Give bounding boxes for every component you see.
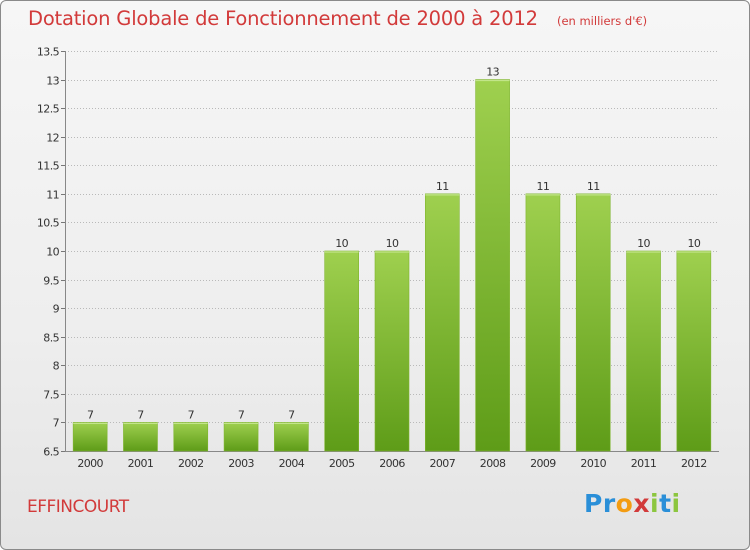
chart-title: Dotation Globale de Fonctionnement de 20… xyxy=(28,7,538,30)
logo-letter: i xyxy=(671,489,681,518)
x-tick-label: 2010 xyxy=(580,457,606,470)
x-tick-label: 2008 xyxy=(480,457,506,470)
bar-value-label: 10 xyxy=(386,237,399,250)
y-tick-label: 7 xyxy=(53,417,60,430)
y-tick-label: 9 xyxy=(53,303,60,316)
bar-2011[interactable] xyxy=(626,250,661,452)
bar-2005[interactable] xyxy=(324,250,359,452)
bar-value-label: 7 xyxy=(288,408,295,421)
y-tick-label: 10.5 xyxy=(37,217,60,230)
logo-letter: P xyxy=(584,489,603,518)
logo-letter: i xyxy=(650,489,660,518)
commune-name: EFFINCOURT xyxy=(27,497,129,517)
bar-value-label: 10 xyxy=(335,237,348,250)
bar-2010[interactable] xyxy=(575,193,611,452)
bar-2007[interactable] xyxy=(425,193,460,452)
y-tick-label: 9.5 xyxy=(43,275,59,288)
x-tick-label: 2001 xyxy=(128,457,154,470)
x-tick-label: 2005 xyxy=(329,457,355,470)
axis-layer: 6.5 7 7.5 8 8.5 9 9.5 10 10.5 11 11.5 12 12.5 13 13.5 xyxy=(37,46,719,459)
x-tick-label: 2003 xyxy=(228,457,254,470)
y-tick-label: 10 xyxy=(46,246,59,259)
logo-letter: x xyxy=(633,489,650,518)
bar-2000[interactable] xyxy=(72,422,108,452)
label-layer: 7 2000 7 2001 7 2002 7 2003 7 2004 10 2005 10 2006 11 2… xyxy=(77,66,707,470)
y-tick-label: 13.5 xyxy=(37,46,60,59)
bar-2003[interactable] xyxy=(223,422,259,452)
y-tick-label: 8.5 xyxy=(43,332,59,345)
logo-letter: t xyxy=(659,489,672,518)
bar-value-label: 13 xyxy=(486,66,499,79)
bar-value-label: 7 xyxy=(238,408,245,421)
bar-value-label: 11 xyxy=(587,180,600,193)
bar-2001[interactable] xyxy=(123,422,158,452)
y-tick-label: 7.5 xyxy=(43,389,59,402)
bar-2006[interactable] xyxy=(374,250,410,452)
x-tick-label: 2006 xyxy=(379,457,405,470)
x-tick-label: 2002 xyxy=(178,457,204,470)
y-tick-label: 11 xyxy=(46,189,59,202)
y-tick-label: 12 xyxy=(46,132,59,145)
bar-value-label: 7 xyxy=(87,408,94,421)
title-row: Dotation Globale de Fonctionnement de 20… xyxy=(28,7,647,30)
x-tick-label: 2011 xyxy=(631,457,657,470)
x-tick-label: 2012 xyxy=(681,457,707,470)
logo-letter: o xyxy=(615,489,634,518)
bar-value-label: 10 xyxy=(687,237,700,250)
bar-2002[interactable] xyxy=(173,422,209,452)
y-tick-label: 13 xyxy=(46,75,59,88)
proxiti-logo[interactable]: Proxiti xyxy=(584,489,681,518)
bar-layer xyxy=(72,79,712,452)
y-tick-label: 11.5 xyxy=(37,160,60,173)
x-tick-label: 2000 xyxy=(77,457,103,470)
logo-letter: r xyxy=(602,489,616,518)
x-tick-label: 2009 xyxy=(530,457,556,470)
y-tick-label: 8 xyxy=(53,360,60,373)
bar-2008[interactable] xyxy=(475,79,510,452)
bar-value-label: 7 xyxy=(137,408,144,421)
x-tick-label: 2004 xyxy=(279,457,305,470)
bar-2009[interactable] xyxy=(525,193,561,452)
y-tick-label: 12.5 xyxy=(37,103,60,116)
bar-2012[interactable] xyxy=(676,250,712,452)
bar-value-label: 7 xyxy=(188,408,195,421)
bar-value-label: 11 xyxy=(537,180,550,193)
y-tick-label: 6.5 xyxy=(43,446,59,459)
x-tick-label: 2007 xyxy=(430,457,456,470)
bar-2004[interactable] xyxy=(274,422,309,452)
bar-value-label: 11 xyxy=(436,180,449,193)
bar-value-label: 10 xyxy=(637,237,650,250)
chart-subtitle: (en milliers d'€) xyxy=(556,14,648,28)
